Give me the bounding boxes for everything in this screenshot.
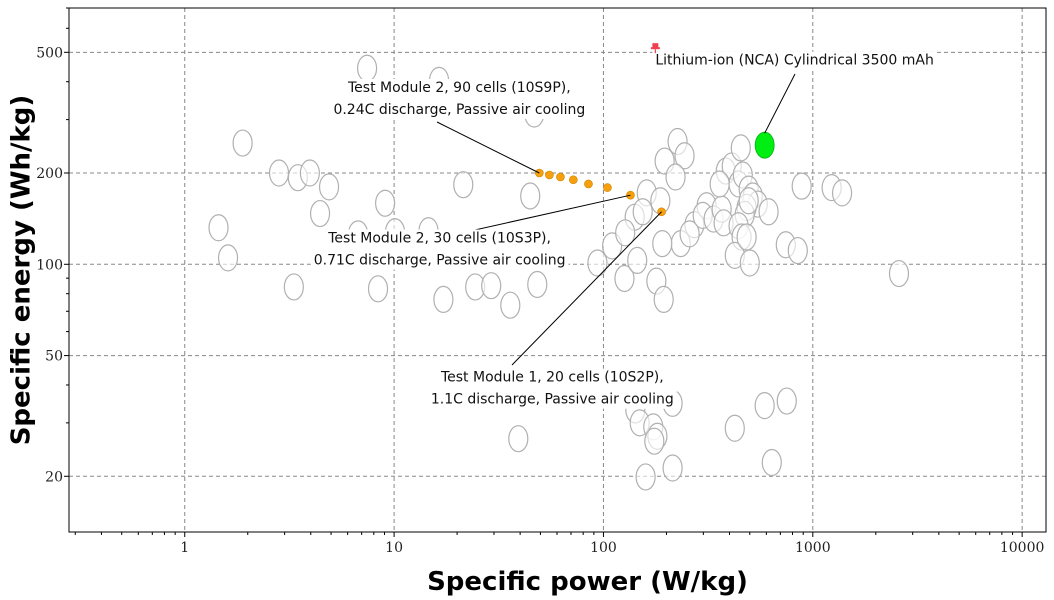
other-cell-point — [627, 246, 648, 275]
other-cell-point — [739, 249, 760, 277]
other-cell-point — [776, 387, 797, 415]
other-cell-point — [508, 425, 529, 453]
other-cell-point — [758, 198, 779, 226]
other-cell-point — [738, 187, 759, 215]
test-module-point — [569, 175, 578, 185]
annotation-text: Test Module 2, 30 cells (10S3P), — [327, 230, 551, 246]
other-cell-point — [283, 273, 304, 301]
other-cell-point — [615, 219, 636, 247]
other-cell-point — [318, 173, 340, 201]
y-tick-label: 500 — [36, 45, 63, 61]
y-tick-label: 200 — [36, 166, 63, 182]
other-cell-point — [587, 249, 608, 277]
other-cell-point — [375, 189, 396, 217]
annotation-leader-line — [511, 211, 662, 366]
annotation-background — [310, 229, 569, 270]
other-cell-point — [520, 182, 541, 210]
annotation-text: 0.24C discharge, Passive air cooling — [333, 102, 585, 118]
annotation-background — [652, 51, 937, 70]
other-cell-point — [787, 236, 808, 265]
y-tick-label: 20 — [45, 469, 63, 485]
annotation-text: Lithium-ion (NCA) Cylindrical 3500 mAh — [655, 53, 934, 69]
plot-frame — [68, 7, 1047, 533]
other-cell-point — [652, 230, 673, 258]
other-cell-point — [433, 285, 454, 314]
other-cell-point — [635, 463, 656, 491]
other-cell-point — [208, 214, 229, 242]
other-cell-point — [736, 223, 757, 251]
other-cell-point — [232, 129, 253, 157]
y-tick-label: 100 — [36, 257, 63, 273]
other-cell-point — [674, 142, 695, 170]
x-tick-label: 10 — [385, 540, 403, 556]
other-cell-point — [453, 171, 474, 199]
y-tick-label: 50 — [45, 349, 63, 365]
other-cell-point — [662, 454, 683, 482]
other-cell-point — [888, 259, 910, 288]
other-cell-point — [644, 427, 665, 455]
x-axis-title: Specific power (W/kg) — [427, 567, 748, 597]
other-cell-point — [831, 179, 853, 207]
data-points — [208, 54, 910, 491]
axis-ticks: 1 10 100 1000 10000 20 50 100 200 500 — [36, 7, 1045, 556]
pushpin-base — [650, 47, 660, 50]
annotation-text: Test Module 1, 20 cells (10S2P), — [440, 370, 664, 386]
other-cell-point — [367, 275, 389, 303]
other-cell-point — [709, 170, 730, 198]
pushpin-head — [652, 43, 659, 49]
test-module-point — [556, 172, 565, 182]
other-cell-point — [724, 414, 745, 442]
other-cell-point — [500, 291, 521, 319]
other-cell-point — [614, 264, 635, 293]
other-cell-point — [761, 448, 782, 477]
other-cell-point — [481, 272, 502, 300]
annotation-background — [330, 78, 589, 119]
other-cell-point — [754, 392, 775, 420]
other-cell-point — [730, 134, 751, 162]
y-axis-title: Specific energy (Wh/kg) — [7, 95, 37, 446]
other-cell-point — [217, 244, 239, 272]
other-cell-point — [632, 198, 653, 226]
test-module-point — [584, 179, 593, 189]
other-cell-point — [653, 285, 674, 314]
annotation-leader-line — [764, 73, 796, 134]
other-cell-point — [356, 54, 378, 82]
other-cell-point — [791, 172, 812, 200]
x-tick-label: 1000 — [795, 540, 831, 556]
x-tick-label: 100 — [590, 540, 617, 556]
pushpin-icon — [650, 43, 660, 54]
highlight-cell-point — [754, 131, 775, 159]
annotation-text: 0.71C discharge, Passive air cooling — [314, 252, 566, 268]
annotations: Lithium-ion (NCA) Cylindrical 3500 mAh Te… — [310, 43, 937, 409]
test-module-point — [545, 170, 554, 180]
x-tick-label: 1 — [180, 540, 189, 556]
other-cell-point — [268, 159, 290, 187]
other-cell-point — [299, 159, 320, 187]
annotation-text: Test Module 2, 90 cells (10S9P), — [347, 80, 571, 96]
test-module-point — [603, 183, 612, 192]
other-cell-point — [665, 163, 686, 191]
annotation-background — [427, 368, 677, 409]
other-cell-point — [527, 270, 548, 299]
x-tick-label: 10000 — [1000, 540, 1045, 556]
other-cell-point — [309, 199, 331, 228]
annotation-leader-line — [436, 121, 540, 174]
annotation-text: 1.1C discharge, Passive air cooling — [431, 392, 674, 408]
other-cell-point — [679, 220, 700, 248]
